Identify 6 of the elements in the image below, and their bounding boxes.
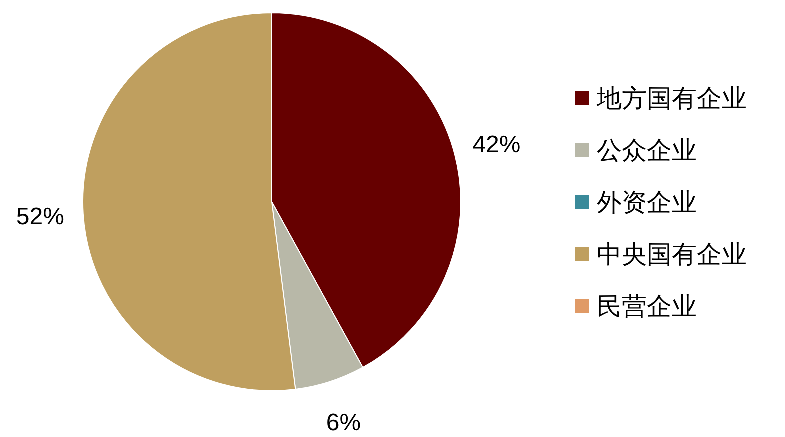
legend-label: 民营企业: [597, 293, 697, 321]
legend-label: 公众企业: [597, 137, 697, 165]
data-label: 42%: [472, 131, 521, 158]
data-label: 6%: [326, 410, 362, 437]
data-label: 52%: [16, 204, 64, 231]
legend-label: 外资企业: [597, 189, 697, 217]
